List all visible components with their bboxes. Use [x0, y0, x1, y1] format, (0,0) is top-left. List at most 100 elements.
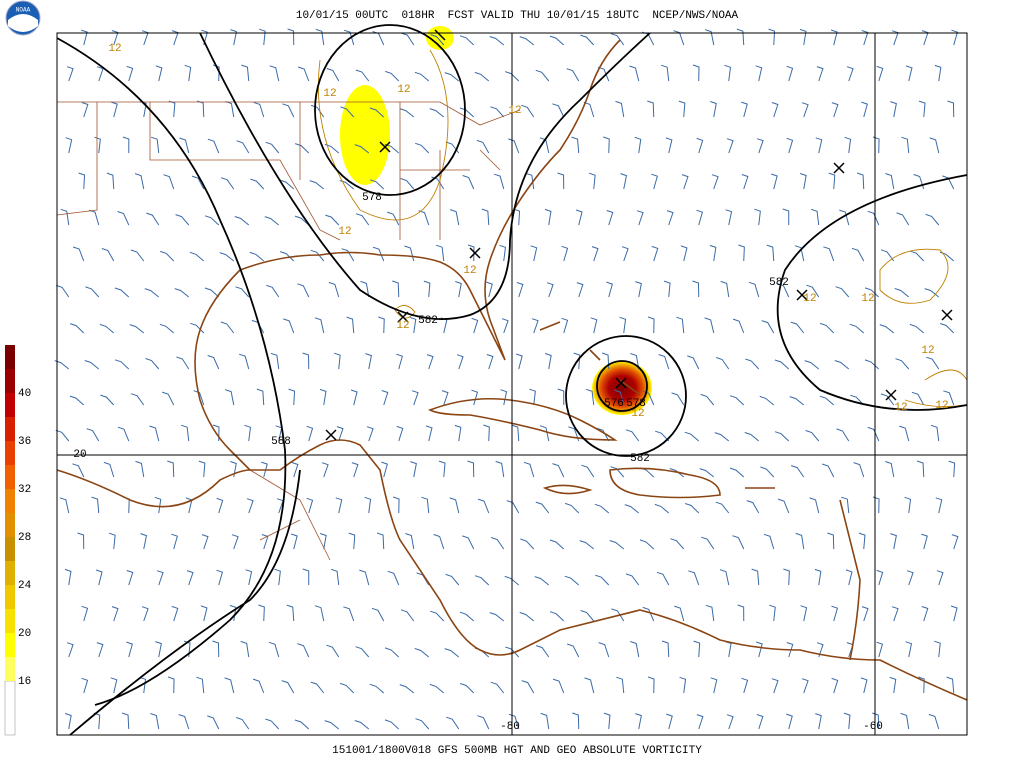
wind-barb [704, 317, 715, 334]
wind-barb [306, 425, 314, 442]
wind-barb [948, 460, 956, 478]
wind-barb [688, 570, 700, 586]
wind-barb [809, 497, 820, 514]
wind-barb [755, 65, 763, 82]
wind-barb [732, 318, 745, 334]
wind-barb [729, 395, 745, 406]
wind-barb [135, 460, 145, 478]
wind-barb [736, 28, 745, 46]
wind-barb [410, 461, 417, 478]
wind-barb [783, 568, 790, 586]
wind-barb [72, 463, 85, 478]
wind-barb [108, 532, 116, 550]
wind-barb [201, 534, 209, 550]
wind-barb [904, 496, 912, 514]
wind-barb [371, 607, 385, 622]
wind-barb [774, 431, 790, 442]
wind-barb [654, 503, 670, 514]
height-label: 582 [769, 277, 789, 289]
wind-barb [619, 316, 627, 334]
wind-barb [651, 245, 659, 262]
wind-barb [265, 718, 280, 730]
wind-barb [490, 537, 505, 550]
legend-swatch [5, 369, 15, 393]
wind-barb [69, 395, 85, 406]
wind-barb [490, 106, 505, 118]
wind-barb [235, 717, 250, 730]
wind-barb [564, 502, 580, 514]
vorticity-label: 12 [108, 43, 121, 55]
wind-barb [274, 568, 281, 586]
wind-barb [930, 424, 940, 442]
wind-barb [660, 64, 670, 82]
wind-barb [330, 568, 340, 586]
wind-barb [624, 504, 640, 514]
wind-barb [430, 610, 445, 622]
wind-barb [381, 390, 389, 406]
wind-barb [748, 281, 760, 298]
wind-barb [346, 316, 355, 334]
wind-barb [178, 714, 190, 730]
wind-barb [386, 211, 400, 226]
wind-barb [400, 178, 415, 190]
wind-barb [207, 138, 220, 154]
wind-barb [268, 641, 280, 658]
wind-barb [924, 288, 940, 298]
wind-barb [244, 424, 251, 442]
wind-barb [294, 215, 310, 226]
wind-barb [430, 34, 445, 46]
wind-barb [81, 677, 89, 694]
wind-barb [655, 430, 670, 442]
wind-barb [566, 68, 580, 82]
wind-barb [343, 606, 355, 622]
wind-barb [880, 393, 895, 406]
wind-barb [171, 533, 178, 550]
wind-barb [279, 251, 295, 262]
wind-barb [943, 390, 955, 406]
wind-barb [629, 65, 640, 82]
wind-barb [351, 462, 359, 478]
wind-barb [69, 323, 85, 334]
wind-barb [122, 136, 130, 154]
wind-barb [771, 102, 779, 118]
wind-barb [130, 249, 145, 262]
height-label: 582 [418, 315, 438, 327]
wind-barb [486, 281, 493, 298]
wind-barb [459, 107, 475, 118]
wind-barb [529, 388, 536, 406]
wind-barb [456, 354, 464, 370]
wind-barb [355, 213, 370, 226]
wind-barb [336, 426, 344, 442]
wind-barb [294, 143, 310, 154]
wind-barb [415, 718, 430, 730]
legend-swatch [5, 513, 15, 537]
wind-barb [845, 569, 853, 586]
wind-barb [396, 353, 403, 370]
wind-barb [220, 321, 235, 334]
wind-barb [423, 280, 431, 298]
lat-label: 20 [73, 449, 86, 461]
wind-barb [680, 245, 688, 262]
legend-tick-label: 32 [18, 484, 31, 496]
wind-barb [789, 396, 805, 406]
wind-barb [355, 646, 370, 658]
wind-barb [611, 608, 625, 622]
wind-barb [176, 356, 190, 370]
wind-barb [411, 390, 419, 406]
wind-barb [335, 497, 343, 514]
wind-barb [535, 501, 550, 514]
wind-barb [684, 503, 700, 514]
wind-barb [841, 496, 850, 514]
wind-barb [504, 575, 520, 586]
wind-barb [314, 317, 325, 334]
wind-barb [879, 324, 895, 334]
wind-barb [766, 244, 775, 262]
wind-barb [426, 354, 434, 370]
wind-barb [117, 211, 130, 226]
wind-barb [72, 246, 85, 262]
wind-barb [561, 317, 569, 334]
wind-barb [85, 286, 100, 298]
wind-barb [282, 103, 295, 118]
wind-barb [853, 462, 865, 478]
wind-barb [530, 245, 538, 262]
